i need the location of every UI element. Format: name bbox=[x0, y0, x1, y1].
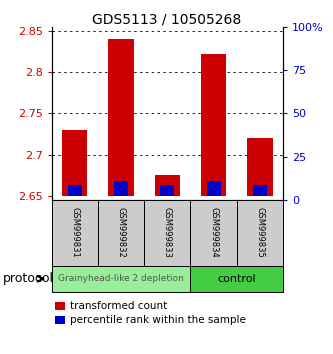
Text: GSM999835: GSM999835 bbox=[255, 207, 264, 258]
Bar bbox=[114, 181, 128, 196]
Text: GSM999834: GSM999834 bbox=[209, 207, 218, 258]
Bar bbox=[155, 175, 180, 196]
Text: GSM999831: GSM999831 bbox=[70, 207, 79, 258]
Bar bbox=[108, 39, 134, 196]
Bar bbox=[253, 185, 267, 196]
Text: transformed count: transformed count bbox=[70, 301, 167, 311]
Bar bbox=[62, 130, 88, 196]
Text: percentile rank within the sample: percentile rank within the sample bbox=[70, 315, 246, 325]
Bar bbox=[160, 185, 174, 196]
Text: control: control bbox=[217, 274, 256, 284]
Text: GDS5113 / 10505268: GDS5113 / 10505268 bbox=[92, 12, 241, 27]
Text: GSM999832: GSM999832 bbox=[117, 207, 126, 258]
Bar bbox=[201, 54, 226, 196]
Text: Grainyhead-like 2 depletion: Grainyhead-like 2 depletion bbox=[58, 274, 184, 283]
Bar bbox=[68, 185, 82, 196]
Text: GSM999833: GSM999833 bbox=[163, 207, 172, 258]
Text: protocol: protocol bbox=[3, 272, 54, 285]
Bar bbox=[206, 181, 221, 196]
Bar bbox=[247, 138, 273, 196]
